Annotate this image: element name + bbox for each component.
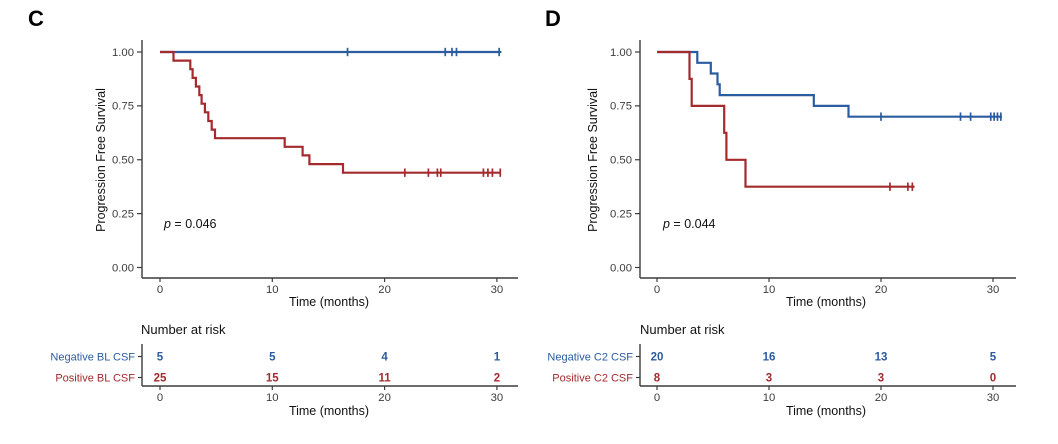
x-tick-label: 20 (875, 284, 888, 296)
panel-label-d: D (545, 6, 561, 31)
y-axis-title: Progression Free Survival (586, 88, 600, 232)
risk-x-tick-label: 10 (763, 392, 776, 404)
km-svg-1: 0.000.250.500.751.000 10 20 300 10 20 30Negati… (547, 40, 1016, 404)
panel-c: 0.00 0.25 0.50 0.75 1.00 0 10 20 30 0 10 20 30 Negati… (28, 6, 518, 418)
panel-label-c: C (28, 6, 44, 31)
y-tick-label: 0.75 (112, 101, 134, 113)
y-tick-label: 0.50 (610, 155, 632, 167)
risk-row-label: Negative C2 CSF (547, 351, 633, 363)
risk-x-axis-title: Time (months) (785, 404, 867, 418)
x-tick-label: 30 (491, 284, 504, 296)
risk-count: 25 (154, 373, 167, 385)
x-tick-label: 20 (378, 284, 391, 296)
risk-x-tick-label: 10 (266, 392, 279, 404)
x-tick-label: 30 (987, 284, 1000, 296)
risk-count: 16 (763, 352, 776, 364)
risk-count: 15 (266, 373, 279, 385)
risk-count: 13 (875, 352, 888, 364)
risk-row-label: Positive C2 CSF (552, 372, 633, 384)
y-tick-label: 0.25 (610, 208, 632, 220)
km-svg-0: 0.00 0.25 0.50 0.75 1.00 0 10 20 30 0 10 20 30 Negati… (50, 40, 518, 404)
risk-x-tick-label: 20 (378, 392, 391, 404)
x-tick-label: 10 (266, 284, 279, 296)
panel-d: 0.00 0.25 0.50 0.75 1.00 0 10 20 30 0 10 20 30 Negati… (529, 0, 1058, 444)
p-value: p = 0.044 (663, 217, 716, 231)
x-tick-label: 10 (763, 284, 776, 296)
y-axis-title: Progression Free Survival (94, 88, 108, 232)
risk-table-title: Number at risk (640, 322, 725, 337)
risk-count: 2 (494, 373, 500, 385)
y-tick-label: 0.00 (610, 262, 632, 274)
x-axis-title: Time (months) (288, 295, 370, 309)
risk-count: 1 (494, 352, 501, 364)
y-tick-label: 1.00 (112, 47, 134, 59)
risk-count: 0 (990, 373, 996, 385)
risk-count: 8 (654, 373, 661, 385)
p-value: p = 0.046 (164, 217, 217, 231)
risk-table-title: Number at risk (141, 322, 226, 337)
risk-x-axis-title: Time (months) (288, 404, 370, 418)
km-curve (657, 50, 915, 188)
risk-count: 5 (990, 352, 997, 364)
risk-row-label: Negative BL CSF (50, 351, 135, 363)
risk-x-tick-label: 0 (654, 392, 660, 404)
x-tick-label: 0 (654, 284, 660, 296)
x-axis-title: Time (months) (785, 295, 867, 309)
risk-x-tick-label: 0 (157, 392, 163, 404)
risk-count: 5 (269, 352, 276, 364)
risk-x-tick-label: 20 (875, 392, 888, 404)
x-tick-label: 0 (157, 284, 163, 296)
risk-count: 3 (878, 373, 884, 385)
km-curve (160, 50, 501, 174)
y-tick-label: 0.25 (112, 208, 134, 220)
risk-count: 4 (381, 352, 388, 364)
y-tick-label: 0.00 (112, 262, 134, 274)
y-tick-label: 1.00 (610, 47, 632, 59)
y-tick-label: 0.50 (112, 155, 134, 167)
risk-count: 11 (379, 373, 392, 385)
risk-x-tick-label: 30 (987, 392, 1000, 404)
y-tick-label: 0.75 (610, 101, 632, 113)
km-curve (657, 50, 1002, 118)
risk-count: 20 (651, 352, 664, 364)
risk-row-label: Positive BL CSF (55, 372, 135, 384)
risk-x-tick-label: 30 (491, 392, 504, 404)
risk-count: 3 (766, 373, 772, 385)
risk-count: 5 (157, 352, 164, 364)
